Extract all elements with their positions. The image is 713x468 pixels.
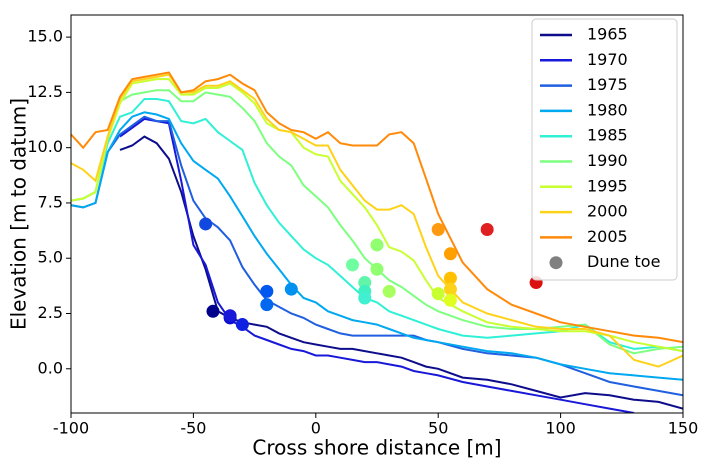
dune-toe-point: [480, 222, 494, 236]
y-axis-label: Elevation [m to datum]: [7, 98, 31, 330]
series-line: [71, 78, 683, 353]
x-tick-label: -100: [53, 419, 89, 438]
y-tick-label: 7.5: [38, 192, 63, 211]
dune-toe-point: [370, 238, 384, 252]
legend-label: 1965: [587, 25, 628, 44]
x-tick-label: -50: [180, 419, 206, 438]
dune-toe-point: [443, 271, 457, 285]
legend-label: 2005: [587, 227, 628, 246]
legend-label: 1985: [587, 126, 628, 145]
x-tick-label: 100: [545, 419, 576, 438]
series-line: [71, 73, 683, 368]
dune-toe-point: [443, 247, 457, 261]
legend-label: 1975: [587, 75, 628, 94]
dune-toe-point: [284, 282, 298, 296]
dune-toe-point: [260, 298, 274, 312]
dune-toe-point: [370, 262, 384, 276]
series-line: [71, 115, 683, 397]
y-tick-label: 2.5: [38, 303, 63, 322]
dune-toe-point: [235, 318, 249, 332]
dune-toe-point: [358, 291, 372, 305]
dune-toe-point: [346, 258, 360, 272]
y-tick-label: 15.0: [27, 27, 63, 46]
y-tick-label: 0.0: [38, 358, 63, 377]
dune-toe-point: [199, 217, 213, 231]
legend-label: Dune toe: [587, 252, 660, 271]
y-tick-label: 10.0: [27, 137, 63, 156]
x-tick-label: 0: [311, 419, 321, 438]
series-line: [71, 98, 683, 353]
dune-toe-point: [223, 309, 237, 323]
dune-toe-point: [443, 293, 457, 307]
legend-label: 1970: [587, 50, 628, 69]
legend-box: [531, 18, 678, 281]
dune-toe-point: [431, 287, 445, 301]
x-tick-label: 50: [428, 419, 448, 438]
dune-toe-point: [260, 284, 274, 298]
x-tick-label: 150: [668, 419, 699, 438]
legend-label: 1980: [587, 100, 628, 119]
dune-toe-point: [206, 304, 220, 318]
y-tick-label: 12.5: [27, 82, 63, 101]
series-line: [71, 111, 683, 381]
dune-toe-point: [382, 284, 396, 298]
dune-toe-point: [443, 282, 457, 296]
legend-label: 1990: [587, 151, 628, 170]
series-line: [71, 71, 683, 344]
series-line: [119, 135, 683, 410]
x-axis-label: Cross shore distance [m]: [252, 436, 501, 460]
dune-toe-point: [431, 222, 445, 236]
legend-label: 1995: [587, 176, 628, 195]
series-line: [71, 89, 683, 355]
plot-frame: [70, 14, 684, 414]
y-tick-label: 5.0: [38, 248, 63, 267]
legend-label: 2000: [587, 202, 628, 221]
series-line: [119, 117, 635, 413]
legend-swatch: [549, 256, 563, 270]
